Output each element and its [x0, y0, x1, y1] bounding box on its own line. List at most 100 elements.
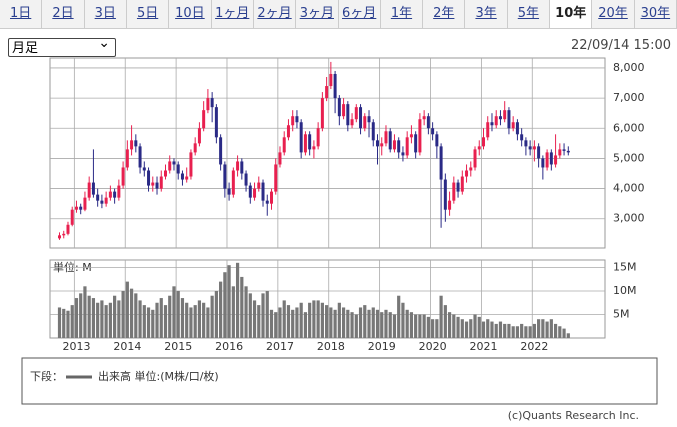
volume-bar: [299, 302, 303, 338]
candle-body: [456, 182, 460, 192]
volume-bar: [388, 312, 392, 338]
volume-bar: [426, 316, 430, 338]
price-frame: [49, 57, 606, 249]
candle-body: [384, 131, 388, 144]
candle-body: [397, 140, 401, 153]
candle-body: [414, 134, 418, 153]
candle-body: [138, 146, 142, 168]
candle-body: [443, 179, 447, 210]
candle-body: [401, 152, 405, 156]
candle-body: [219, 137, 223, 165]
volume-bar: [248, 293, 252, 338]
candle-body: [202, 110, 206, 129]
y-tick-label: 5M: [613, 308, 630, 321]
candle-body: [422, 116, 426, 120]
candle-body: [142, 167, 146, 171]
candle-body: [359, 107, 363, 129]
volume-bar: [460, 319, 464, 338]
candle-body: [452, 182, 456, 201]
volume-bar: [286, 305, 291, 338]
volume-bar: [193, 305, 197, 338]
candle-body: [337, 98, 341, 117]
volume-bar: [117, 300, 121, 338]
timestamp: 22/09/14 15:00: [571, 38, 671, 53]
candle-body: [405, 137, 409, 156]
volume-bar: [346, 309, 350, 338]
tab[interactable]: 1ヶ月: [212, 0, 254, 28]
period-select[interactable]: 月足: [8, 34, 116, 57]
candle-body: [503, 110, 507, 120]
volume-bar: [392, 314, 397, 338]
volume-bar: [227, 265, 231, 338]
tab[interactable]: 3日: [85, 0, 127, 28]
candle-body: [223, 164, 227, 189]
volume-bar: [329, 307, 333, 338]
volume-bar: [96, 302, 100, 338]
y-tick-label: 6,000: [613, 121, 645, 134]
candle-body: [100, 200, 104, 204]
volume-bar: [350, 312, 354, 338]
tab[interactable]: 2年: [423, 0, 466, 28]
volume-bar: [439, 295, 443, 338]
candle-body: [354, 107, 358, 120]
x-tick-label: 2013: [62, 340, 90, 353]
candle-body: [231, 170, 235, 195]
tab[interactable]: 2日: [42, 0, 85, 28]
tab[interactable]: 5年: [508, 0, 551, 28]
volume-bar: [401, 302, 405, 338]
volume-bar: [380, 312, 384, 338]
tab[interactable]: 1日: [0, 0, 43, 28]
candle-body: [87, 182, 91, 198]
candle-body: [83, 197, 87, 210]
candle-body: [549, 152, 553, 165]
volume-bar: [511, 326, 515, 338]
tab[interactable]: 2ヶ月: [254, 0, 297, 28]
tab[interactable]: 1年: [381, 0, 424, 28]
candle-body: [282, 137, 286, 153]
candle-body: [524, 140, 528, 147]
candle-body: [210, 98, 214, 108]
candle-body: [58, 235, 61, 239]
candle-body: [248, 185, 252, 198]
volume-bar: [473, 314, 477, 338]
volume-bar: [83, 286, 87, 338]
candle-body: [299, 122, 303, 153]
candle-body: [240, 161, 244, 174]
candle-body: [477, 146, 481, 150]
copyright: (c)Quants Research Inc.: [507, 409, 639, 422]
candle-body: [528, 146, 532, 150]
candle-body: [473, 149, 477, 168]
volume-bar: [74, 298, 79, 338]
x-tick-label: 2021: [470, 340, 498, 353]
tab[interactable]: 3年: [465, 0, 508, 28]
volume-bar: [202, 302, 206, 338]
tab[interactable]: 6ヶ月: [339, 0, 381, 28]
x-tick-label: 2018: [317, 340, 345, 353]
volume-bar: [456, 316, 460, 338]
legend-box: [21, 357, 658, 405]
candle-body: [537, 146, 541, 159]
candle-body: [189, 152, 193, 177]
candle-body: [104, 197, 108, 204]
volume-bar: [443, 305, 447, 338]
candle-body: [172, 161, 176, 165]
tab[interactable]: 20年: [592, 0, 635, 28]
volume-bar: [214, 291, 218, 338]
candle-body: [460, 176, 464, 192]
volume-bar: [185, 302, 189, 338]
candle-body: [147, 170, 151, 186]
candle-body: [227, 188, 231, 195]
volume-bar: [341, 307, 346, 338]
tab[interactable]: 5日: [127, 0, 170, 28]
candle-body: [96, 194, 100, 201]
candle-body: [376, 140, 379, 147]
tab[interactable]: 3ヶ月: [296, 0, 339, 28]
tab[interactable]: 10日: [169, 0, 212, 28]
candle-body: [566, 150, 570, 153]
y-tick-label: 8,000: [613, 61, 645, 74]
volume-bar: [282, 300, 286, 338]
volume-bar: [367, 309, 371, 338]
tab[interactable]: 10年: [550, 0, 593, 28]
tab[interactable]: 30年: [635, 0, 677, 28]
candle-body: [346, 104, 350, 126]
